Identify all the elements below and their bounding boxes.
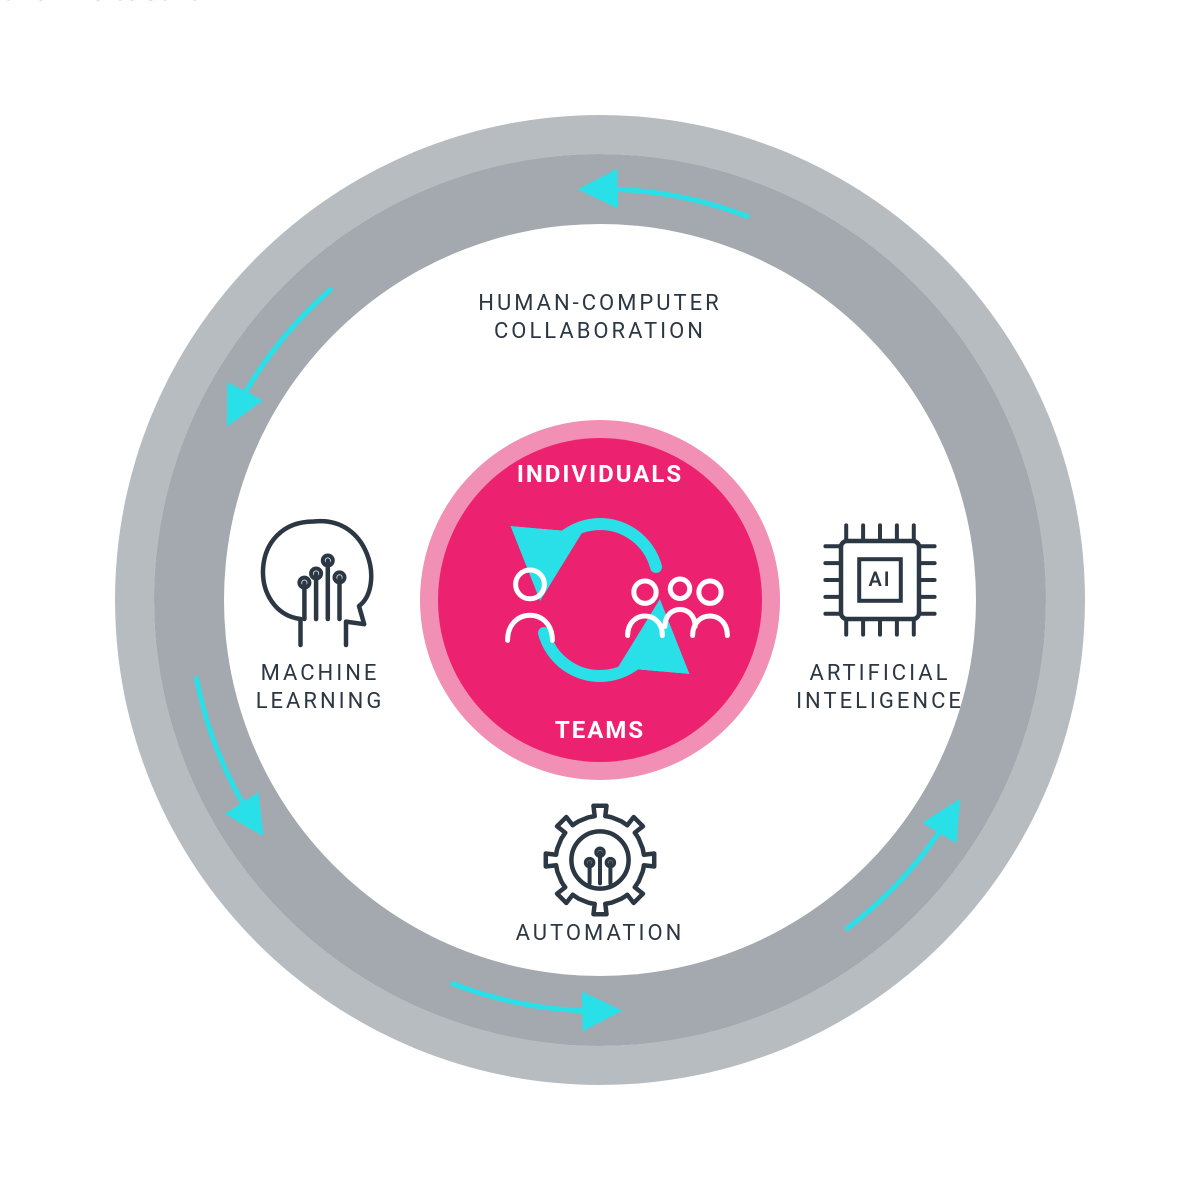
inner-ring-label-emotional: EMOTIONAL SUSTAINABILITY bbox=[0, 0, 398, 6]
diagram-root: LEADERSHIPUNIFIED VISIONSYMBIOSISCIRCULA… bbox=[0, 0, 1200, 1200]
quadrant-ai: AI ARTIFICIAL INTELIGENCE bbox=[796, 525, 964, 714]
quadrant-label-automation-1: AUTOMATION bbox=[516, 921, 685, 946]
quadrant-label-hcc-2: COLLABORATION bbox=[494, 319, 706, 344]
quadrant-automation: AUTOMATION bbox=[516, 806, 685, 946]
ai-chip-text: AI bbox=[868, 567, 891, 591]
center-label-bottom: TEAMS bbox=[555, 716, 645, 744]
diagram-svg: LEADERSHIPUNIFIED VISIONSYMBIOSISCIRCULA… bbox=[0, 0, 1200, 1200]
quadrant-label-ai-1: ARTIFICIAL bbox=[810, 661, 951, 686]
quadrant-label-ml-2: LEARNING bbox=[256, 689, 385, 714]
quadrant-label-ai-2: INTELIGENCE bbox=[796, 689, 964, 714]
center-label-top: INDIVIDUALS bbox=[517, 460, 683, 488]
center-circle: INDIVIDUALS TEAMS bbox=[420, 420, 780, 780]
quadrant-ml: MACHINE LEARNING bbox=[256, 521, 385, 714]
quadrant-hcc: HUMAN-COMPUTER COLLABORATION bbox=[478, 291, 721, 344]
quadrant-label-hcc-1: HUMAN-COMPUTER bbox=[478, 291, 721, 316]
quadrant-label-ml-1: MACHINE bbox=[261, 661, 380, 686]
